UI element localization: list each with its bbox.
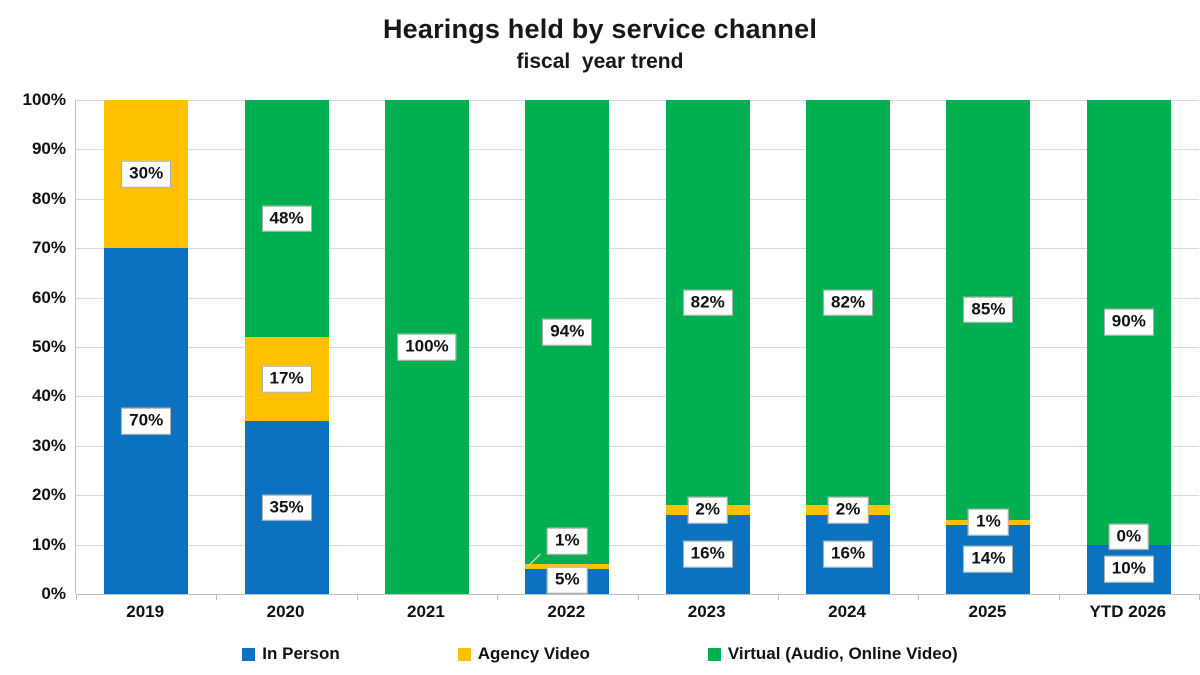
chart-subtitle: fiscal year trend — [516, 50, 684, 73]
gridline — [76, 100, 1199, 101]
x-axis-tickmark — [216, 594, 218, 600]
x-axis-category-label: 2020 — [266, 602, 305, 621]
legend-label: In Person — [262, 644, 340, 663]
y-axis-tick-label: 60% — [31, 287, 66, 307]
chart-title: Hearings held by service channel — [382, 14, 818, 44]
y-axis-tick-label: 20% — [31, 485, 66, 505]
x-axis-tickmark — [356, 594, 358, 600]
gridline — [76, 396, 1199, 398]
gridline — [76, 544, 1199, 546]
data-label-2023-agency-video: 2% — [687, 496, 728, 524]
data-label-ytd-2026-agency-video: 0% — [1108, 523, 1150, 550]
x-axis-tickmark — [76, 594, 77, 600]
x-axis-category-label: YTD 2026 — [1089, 602, 1167, 621]
legend-swatch-icon — [707, 647, 721, 661]
legend-item-in-person: In Person — [242, 644, 340, 664]
x-axis-category-label: 2023 — [687, 602, 726, 621]
data-label-ytd-2026-in-person: 10% — [1103, 556, 1154, 583]
x-axis-category-label: 2024 — [828, 602, 866, 621]
gridline — [76, 198, 1199, 200]
gridline — [76, 445, 1199, 447]
data-label-2022-in-person: 5% — [547, 566, 588, 594]
gridline — [76, 347, 1199, 348]
y-axis-tick-label: 10% — [31, 534, 66, 554]
x-axis-category-label: 2025 — [968, 602, 1007, 621]
data-label-2024-virtual-audio-online-video: 82% — [823, 289, 874, 316]
data-label-2020-virtual-audio-online-video: 48% — [261, 205, 312, 232]
gridline — [76, 248, 1199, 250]
bar-segment-agency-video — [525, 564, 610, 570]
x-axis-tickmark — [1058, 594, 1060, 600]
y-axis-tick-label: 30% — [31, 435, 66, 455]
gridline — [76, 495, 1199, 497]
x-axis-tickmark — [497, 594, 499, 600]
data-label-2025-agency-video: 1% — [968, 509, 1009, 536]
y-axis-tick-label: 0% — [41, 584, 66, 603]
legend-swatch-icon — [242, 647, 256, 661]
data-label-2024-in-person: 16% — [823, 541, 874, 568]
data-label-2022-virtual-audio-online-video: 94% — [542, 318, 593, 346]
y-axis-tick-label: 40% — [31, 386, 66, 406]
data-label-ytd-2026-virtual-audio-online-video: 90% — [1103, 309, 1154, 336]
data-label-2019-agency-video: 30% — [121, 160, 172, 188]
x-axis-tickmark — [918, 594, 920, 600]
x-axis-category-label: 2021 — [407, 602, 445, 621]
legend-item-agency-video: Agency Video — [457, 644, 590, 664]
y-axis-tick-label: 80% — [31, 188, 66, 208]
plot-area: 70% 30% 35% 17% 48% 100% 5% 1% 94% 16% 2% 82% 16% 2% 8… — [75, 100, 1200, 600]
data-label-2025-virtual-audio-online-video: 85% — [963, 296, 1014, 324]
x-axis-tickmark — [777, 594, 779, 600]
legend-label: Virtual (Audio, Online Video) — [727, 644, 958, 663]
data-label-2024-agency-video: 2% — [827, 496, 869, 524]
legend-swatch-icon — [457, 647, 471, 661]
gridline — [76, 297, 1199, 299]
data-label-2022-agency-video: 1% — [547, 527, 588, 555]
data-label-2021-virtual-audio-online-video: 100% — [397, 333, 457, 361]
x-axis-category-label: 2019 — [126, 602, 165, 621]
y-axis-tick-label: 100% — [22, 90, 66, 109]
data-label-2025-in-person: 14% — [963, 546, 1014, 573]
data-label-2023-in-person: 16% — [682, 541, 733, 568]
data-label-2020-in-person: 35% — [261, 494, 312, 521]
data-label-2023-virtual-audio-online-video: 82% — [682, 289, 733, 316]
y-axis-tick-label: 90% — [31, 139, 66, 159]
x-axis-tickmark — [637, 594, 639, 600]
data-label-2019-in-person: 70% — [121, 407, 172, 435]
gridline — [76, 149, 1199, 151]
x-axis-category-label: 2022 — [547, 602, 586, 621]
legend-item-virtual-audio-online-video: Virtual (Audio, Online Video) — [707, 644, 958, 664]
data-label-2020-agency-video: 17% — [261, 365, 312, 393]
legend-label: Agency Video — [477, 644, 590, 663]
legend: In Person Agency Video Virtual (Audio, Onl… — [0, 644, 1200, 664]
y-axis-tick-label: 50% — [31, 337, 66, 356]
y-axis-tick-label: 70% — [31, 238, 66, 258]
